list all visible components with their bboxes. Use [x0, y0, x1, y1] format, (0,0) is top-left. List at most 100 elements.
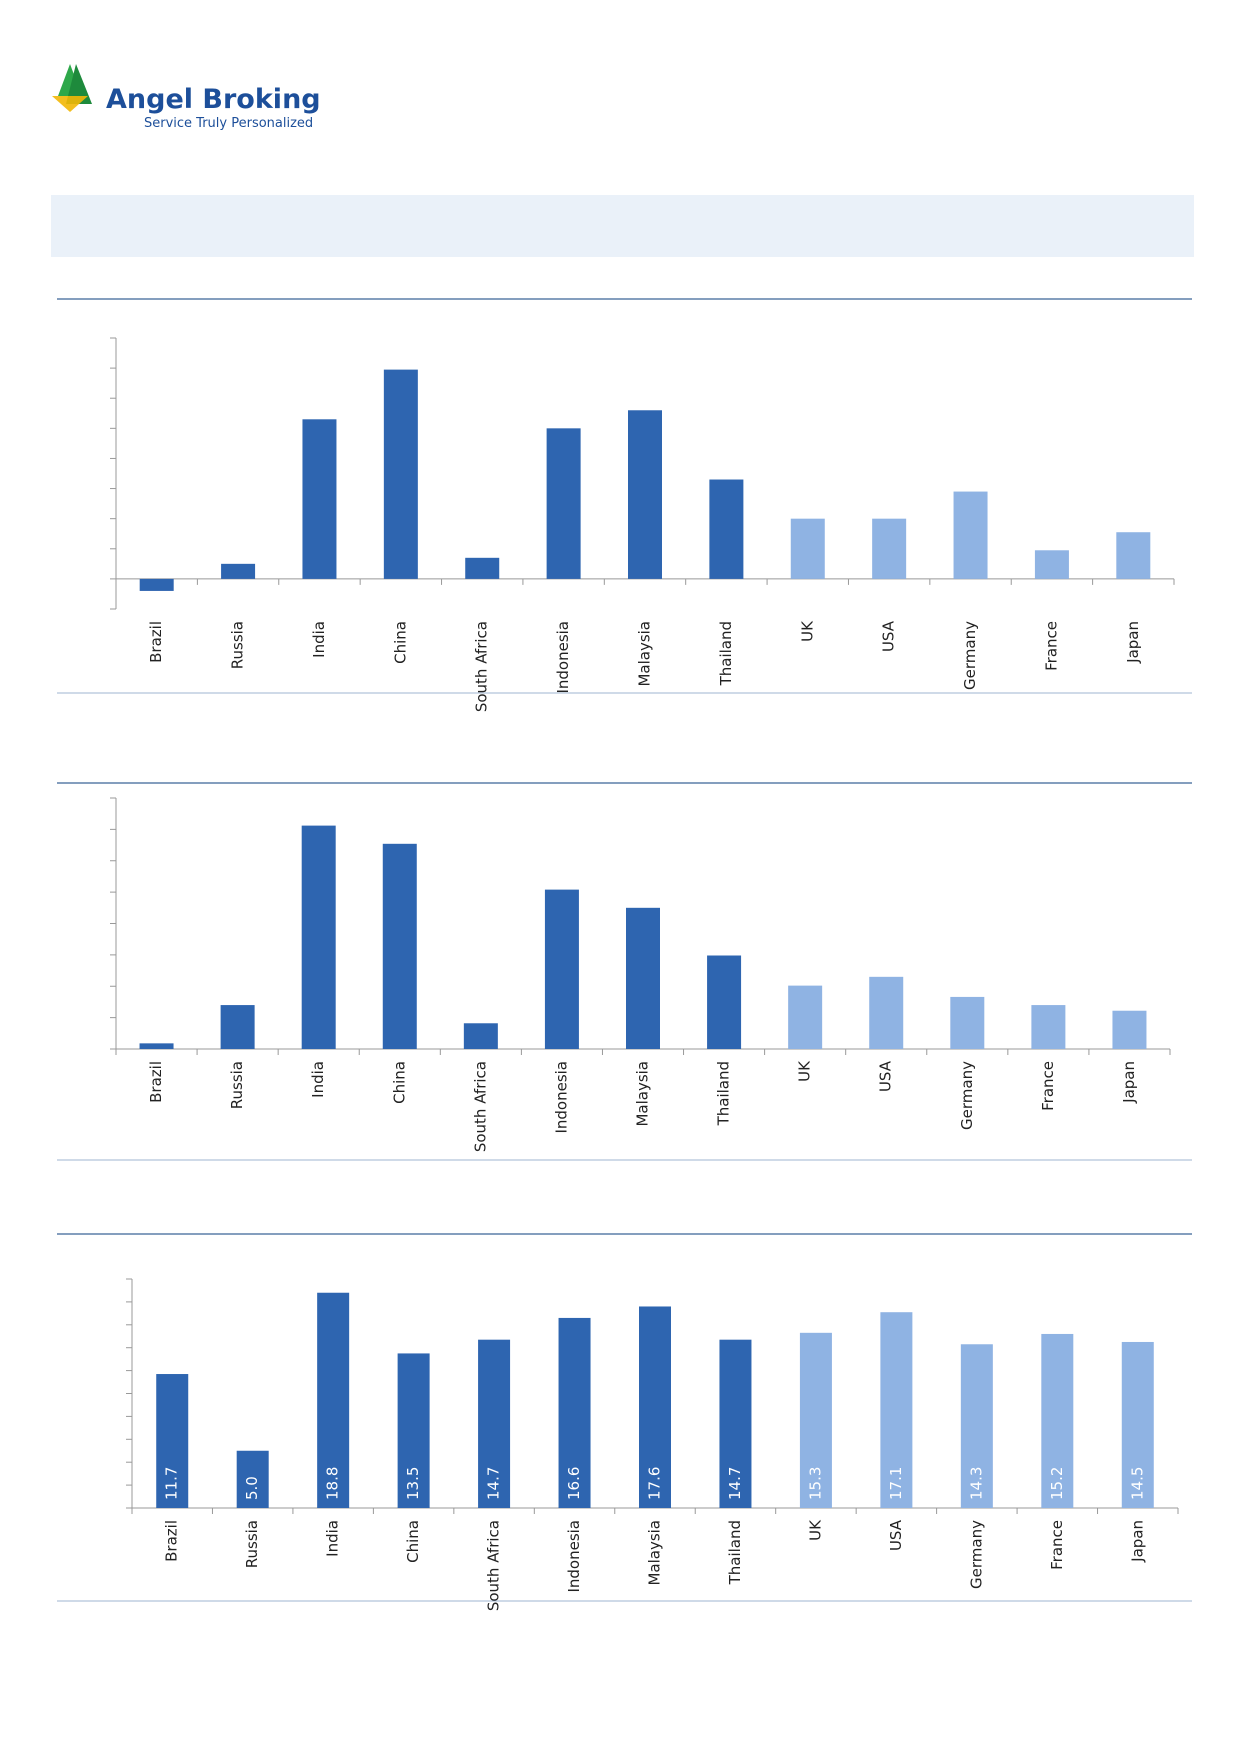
category-label: Brazil: [147, 621, 165, 663]
bar: [1031, 1005, 1066, 1049]
bar: [156, 1374, 189, 1508]
bar-chart: Brazil Russia India China South Africa Indone…: [110, 797, 1171, 1152]
category-label: Russia: [229, 621, 247, 669]
category-label: Indonesia: [565, 1520, 583, 1593]
category-label: India: [309, 1061, 327, 1098]
category-label: Brazil: [147, 1061, 165, 1103]
value-label: 15.3: [806, 1467, 824, 1500]
logo-mark: [66, 64, 92, 104]
category-label: Brazil: [163, 1520, 181, 1562]
bar: [236, 1450, 269, 1508]
value-label: 14.5: [1128, 1467, 1146, 1500]
bar: [1112, 1010, 1147, 1049]
bar: [301, 825, 336, 1049]
charts: Brazil Russia India China South Africa Indone…: [110, 337, 1179, 1611]
value-label: 17.6: [646, 1467, 664, 1500]
bar: [960, 1344, 993, 1508]
bar: [220, 1005, 255, 1049]
value-label: 16.6: [565, 1467, 583, 1500]
bar: [880, 1312, 913, 1508]
category-label: Russia: [228, 1061, 246, 1109]
bar-chart: Brazil 11.7 Russia 5.0 India 18.8 China 13.5 Sou…: [126, 1278, 1179, 1611]
category-label: Malaysia: [636, 621, 654, 687]
bar: [707, 955, 742, 1049]
bar: [626, 907, 660, 1049]
category-label: India: [324, 1520, 342, 1557]
category-label: USA: [880, 620, 898, 652]
value-label: 5.0: [243, 1476, 261, 1500]
logo-mark: [52, 96, 88, 112]
bar: [397, 1353, 430, 1508]
value-label: 18.8: [324, 1467, 342, 1500]
category-label: France: [1039, 1061, 1057, 1111]
category-label: Thailand: [715, 1061, 733, 1126]
bar: [465, 557, 500, 579]
category-label: South Africa: [473, 621, 491, 712]
category-label: South Africa: [485, 1520, 503, 1611]
bar: [139, 578, 174, 591]
bar: [872, 518, 907, 579]
bar: [1041, 1333, 1074, 1508]
category-label: South Africa: [471, 1061, 489, 1152]
category-label: UK: [806, 1519, 824, 1541]
bar: [382, 843, 417, 1049]
category-label: India: [310, 621, 328, 658]
category-label: UK: [798, 620, 816, 642]
bar: [628, 410, 662, 579]
bar: [1116, 532, 1151, 579]
category-label: Thailand: [726, 1520, 744, 1585]
bar: [953, 491, 988, 579]
bar: [558, 1317, 591, 1508]
bar: [639, 1306, 671, 1508]
category-label: Germany: [967, 1520, 985, 1589]
category-label: Indonesia: [554, 621, 572, 694]
bar: [544, 889, 579, 1049]
category-label: Germany: [961, 621, 979, 690]
bar-chart: Brazil Russia India China South Africa Indone…: [110, 337, 1175, 712]
category-label: Japan: [1128, 1520, 1146, 1563]
bar: [869, 976, 904, 1049]
category-label: USA: [877, 1060, 895, 1092]
bar: [463, 1023, 498, 1049]
tagline: Service Truly Personalized: [144, 116, 313, 131]
category-label: Germany: [958, 1061, 976, 1130]
category-label: China: [391, 621, 409, 664]
bar: [383, 369, 418, 579]
logo: Angel Broking Service Truly Personalized: [52, 64, 321, 131]
value-label: 11.7: [163, 1467, 181, 1500]
category-label: China: [404, 1520, 422, 1563]
category-label: Malaysia: [646, 1520, 664, 1586]
bar: [788, 985, 823, 1049]
category-label: Thailand: [717, 621, 735, 686]
brand: Angel Broking: [106, 84, 321, 115]
bar: [221, 563, 256, 579]
bar: [790, 518, 825, 579]
category-label: France: [1048, 1520, 1066, 1570]
value-label: 14.7: [726, 1467, 744, 1500]
bar: [546, 428, 581, 579]
category-label: Indonesia: [552, 1061, 570, 1134]
value-label: 14.3: [967, 1467, 985, 1500]
category-label: China: [390, 1061, 408, 1104]
bar: [317, 1292, 350, 1508]
category-label: France: [1042, 621, 1060, 671]
bar: [709, 479, 744, 579]
value-label: 17.1: [887, 1467, 905, 1500]
bar: [950, 996, 985, 1049]
category-label: Russia: [243, 1520, 261, 1568]
banner: [51, 195, 1194, 257]
bar: [719, 1339, 752, 1508]
category-label: Japan: [1120, 1061, 1138, 1104]
value-label: 13.5: [404, 1467, 422, 1500]
bar: [478, 1339, 511, 1508]
value-label: 15.2: [1048, 1467, 1066, 1500]
bar: [1034, 550, 1069, 579]
bar: [139, 1043, 174, 1049]
category-label: Japan: [1124, 621, 1142, 664]
category-label: UK: [796, 1060, 814, 1082]
bar: [799, 1332, 832, 1508]
value-label: 14.7: [485, 1467, 503, 1500]
category-label: Malaysia: [634, 1061, 652, 1127]
category-label: USA: [887, 1519, 905, 1551]
